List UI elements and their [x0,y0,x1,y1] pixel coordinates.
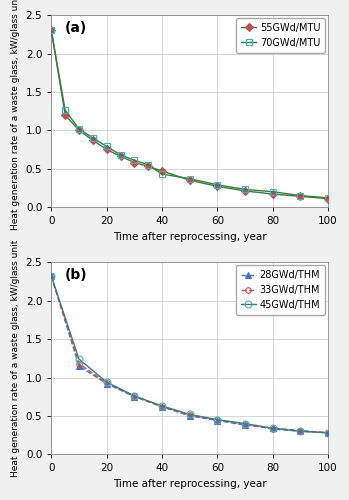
55GWd/MTU [298,194,303,200]
70GWd/MTU [91,135,95,141]
45GWd/THM [49,273,53,279]
70GWd/MTU [243,186,247,192]
55GWd/MTU [63,112,67,118]
Legend: 55GWd/MTU, 70GWd/MTU: 55GWd/MTU, 70GWd/MTU [237,18,325,52]
45GWd/THM [326,430,330,436]
28GWd/THM [188,413,192,419]
33GWd/THM [243,422,247,428]
55GWd/MTU [91,138,95,143]
70GWd/MTU [146,162,150,168]
33GWd/THM [77,360,81,366]
28GWd/THM [77,363,81,369]
Line: 70GWd/MTU: 70GWd/MTU [48,27,332,202]
45GWd/THM [132,393,136,399]
45GWd/THM [188,412,192,418]
70GWd/MTU [270,188,275,194]
33GWd/THM [298,428,303,434]
Text: (b): (b) [65,268,88,282]
45GWd/THM [270,425,275,431]
45GWd/THM [160,403,164,409]
Legend: 28GWd/THM, 33GWd/THM, 45GWd/THM: 28GWd/THM, 33GWd/THM, 45GWd/THM [236,265,325,314]
45GWd/THM [215,417,220,423]
33GWd/THM [326,430,330,436]
28GWd/THM [105,380,109,386]
28GWd/THM [132,394,136,400]
28GWd/THM [243,422,247,428]
70GWd/MTU [160,171,164,177]
55GWd/MTU [132,160,136,166]
33GWd/THM [188,412,192,418]
33GWd/THM [49,273,53,279]
55GWd/MTU [118,154,122,160]
28GWd/THM [215,418,220,424]
55GWd/MTU [49,28,53,34]
Line: 55GWd/MTU: 55GWd/MTU [49,28,331,202]
33GWd/THM [105,380,109,386]
55GWd/MTU [160,168,164,174]
55GWd/MTU [188,177,192,183]
Text: (a): (a) [65,21,87,35]
Line: 45GWd/THM: 45GWd/THM [48,272,332,436]
X-axis label: Time after reprocessing, year: Time after reprocessing, year [113,479,267,489]
33GWd/THM [160,404,164,409]
70GWd/MTU [298,192,303,198]
33GWd/THM [132,393,136,399]
Line: 28GWd/THM: 28GWd/THM [48,272,332,436]
45GWd/THM [105,379,109,385]
Y-axis label: Heat generation rate of a waste glass, kW/glass unit: Heat generation rate of a waste glass, k… [11,240,20,477]
X-axis label: Time after reprocessing, year: Time after reprocessing, year [113,232,267,241]
70GWd/MTU [77,126,81,132]
28GWd/THM [270,425,275,431]
70GWd/MTU [132,157,136,163]
Line: 33GWd/THM: 33GWd/THM [49,274,331,436]
45GWd/THM [77,356,81,362]
28GWd/THM [298,428,303,434]
70GWd/MTU [326,195,330,201]
70GWd/MTU [215,182,220,188]
55GWd/MTU [77,128,81,134]
28GWd/THM [326,430,330,436]
55GWd/MTU [326,196,330,202]
55GWd/MTU [146,164,150,170]
28GWd/THM [49,273,53,279]
33GWd/THM [215,417,220,423]
33GWd/THM [270,426,275,432]
Y-axis label: Heat generation rate of a waste glass, kW/glass unit: Heat generation rate of a waste glass, k… [11,0,20,230]
70GWd/MTU [188,176,192,182]
28GWd/THM [160,404,164,409]
70GWd/MTU [49,28,53,34]
55GWd/MTU [270,191,275,197]
55GWd/MTU [215,184,220,190]
45GWd/THM [243,420,247,426]
55GWd/MTU [105,146,109,152]
70GWd/MTU [63,108,67,114]
70GWd/MTU [118,152,122,158]
70GWd/MTU [105,144,109,150]
55GWd/MTU [243,188,247,194]
45GWd/THM [298,428,303,434]
